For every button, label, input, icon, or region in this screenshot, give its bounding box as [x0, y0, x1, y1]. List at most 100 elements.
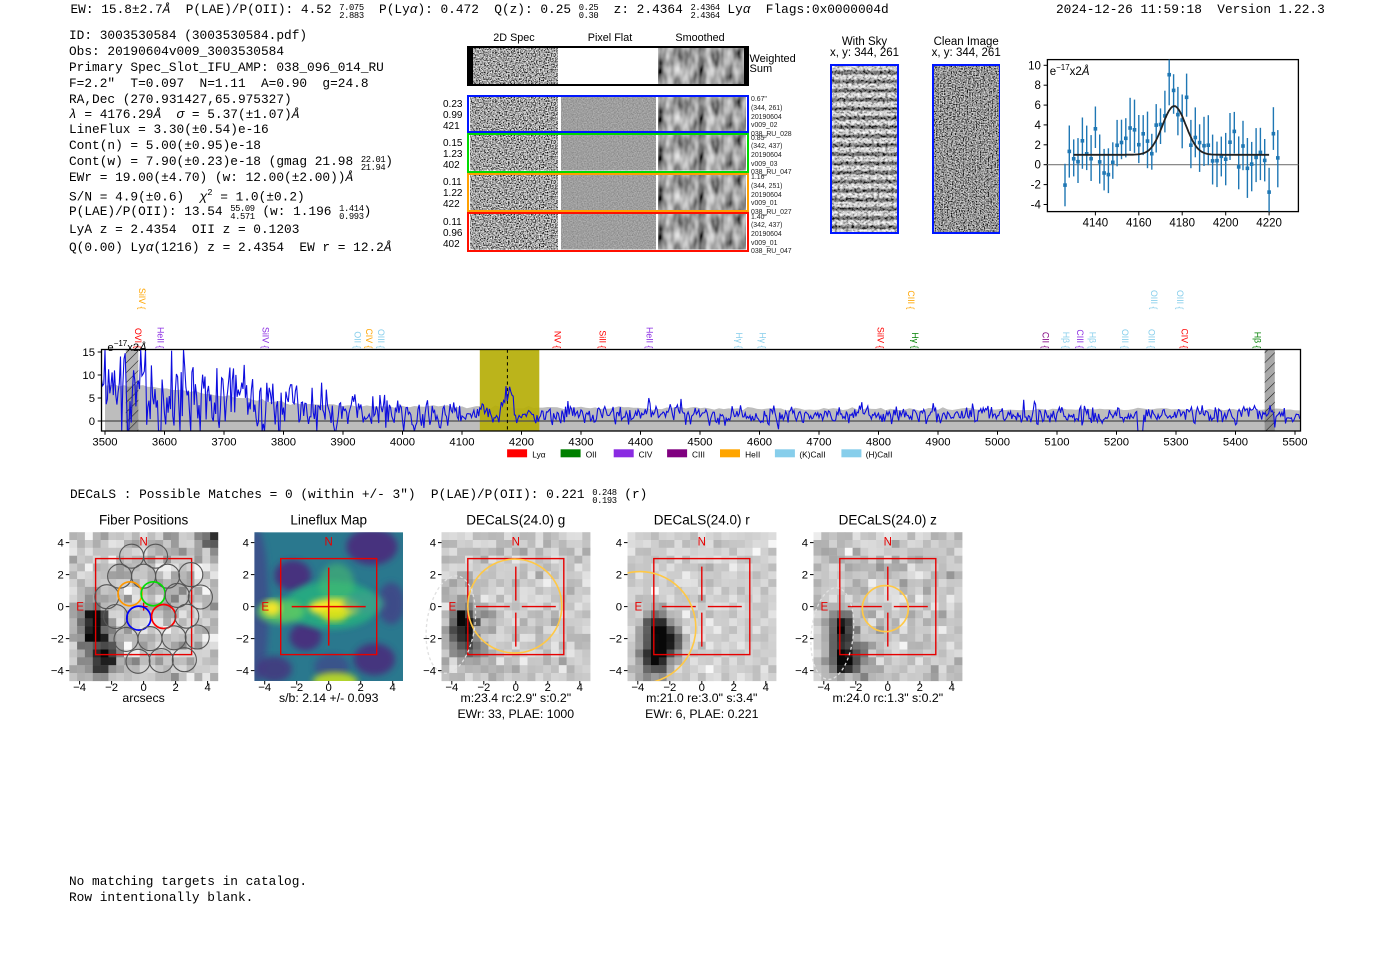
svg-text:−2: −2 — [236, 634, 249, 646]
svg-text:DECaLS(24.0) r: DECaLS(24.0) r — [654, 513, 751, 528]
svg-text:0: 0 — [430, 602, 436, 614]
svg-text:−4: −4 — [258, 682, 271, 694]
svg-text:4700: 4700 — [806, 437, 831, 449]
svg-text:OIII {: OIII { — [1120, 329, 1130, 349]
svg-text:5: 5 — [89, 393, 95, 405]
svg-text:E: E — [821, 602, 829, 614]
svg-text:arcsecs: arcsecs — [122, 691, 164, 705]
svg-text:−4: −4 — [445, 682, 458, 694]
svg-text:3500: 3500 — [92, 437, 117, 449]
svg-text:m:23.4 rc:2.9" s:0.2": m:23.4 rc:2.9" s:0.2" — [461, 691, 572, 705]
svg-text:4: 4 — [616, 538, 622, 550]
svg-text:CIV {: CIV { — [1180, 328, 1190, 348]
svg-text:4: 4 — [949, 682, 955, 694]
svg-text:−2: −2 — [663, 682, 676, 694]
svg-text:4160: 4160 — [1126, 218, 1152, 230]
svg-text:N: N — [139, 537, 147, 549]
svg-text:−2: −2 — [609, 634, 622, 646]
svg-text:OIII {: OIII { — [1147, 329, 1157, 349]
svg-text:−2: −2 — [51, 634, 64, 646]
svg-text:4220: 4220 — [1256, 218, 1282, 230]
svg-text:−2: −2 — [423, 634, 436, 646]
svg-text:−4: −4 — [73, 682, 86, 694]
svg-text:CIV {: CIV { — [364, 328, 374, 348]
svg-text:4: 4 — [430, 538, 436, 550]
svg-text:−2: −2 — [105, 682, 118, 694]
svg-text:4140: 4140 — [1083, 218, 1109, 230]
svg-text:3600: 3600 — [152, 437, 177, 449]
svg-text:Lyα: Lyα — [532, 449, 545, 459]
svg-text:4: 4 — [802, 538, 808, 550]
svg-text:SiIV {: SiIV { — [260, 327, 270, 349]
svg-text:N: N — [698, 537, 706, 549]
svg-text:6: 6 — [1034, 100, 1040, 112]
svg-text:5200: 5200 — [1104, 437, 1129, 449]
svg-text:N: N — [325, 537, 333, 549]
svg-text:Hβ {: Hβ { — [1088, 332, 1098, 349]
svg-text:-4: -4 — [1031, 200, 1042, 212]
svg-text:2: 2 — [545, 682, 551, 694]
svg-text:10: 10 — [82, 370, 95, 382]
svg-text:m:24.0 rc:1.3" s:0.2": m:24.0 rc:1.3" s:0.2" — [833, 691, 944, 705]
svg-text:Hγ {: Hγ { — [734, 332, 744, 348]
svg-text:0: 0 — [1034, 160, 1040, 172]
svg-text:0: 0 — [89, 416, 95, 428]
svg-text:4: 4 — [577, 682, 583, 694]
svg-text:N: N — [512, 537, 520, 549]
svg-text:2: 2 — [430, 570, 436, 582]
svg-text:3800: 3800 — [271, 437, 296, 449]
svg-text:5000: 5000 — [985, 437, 1010, 449]
svg-text:2: 2 — [243, 570, 249, 582]
svg-text:OIII {: OIII { — [376, 329, 386, 349]
svg-text:OVI {: OVI { — [133, 328, 143, 349]
svg-text:0: 0 — [58, 602, 64, 614]
svg-text:m:21.0 re:3.0" s:3.4": m:21.0 re:3.0" s:3.4" — [646, 691, 757, 705]
svg-text:E: E — [449, 602, 457, 614]
svg-text:NV {: NV { — [553, 331, 563, 349]
svg-text:OIII {: OIII { — [1175, 290, 1185, 310]
svg-text:4180: 4180 — [1169, 218, 1195, 230]
svg-text:5500: 5500 — [1282, 437, 1307, 449]
svg-text:−2: −2 — [477, 682, 490, 694]
svg-text:0: 0 — [326, 682, 332, 694]
svg-text:−4: −4 — [631, 682, 644, 694]
svg-text:5300: 5300 — [1163, 437, 1188, 449]
svg-text:4: 4 — [763, 682, 769, 694]
svg-text:3700: 3700 — [211, 437, 236, 449]
svg-text:5100: 5100 — [1044, 437, 1069, 449]
svg-text:4100: 4100 — [449, 437, 474, 449]
svg-text:4200: 4200 — [509, 437, 534, 449]
svg-text:4600: 4600 — [747, 437, 772, 449]
svg-text:CIV: CIV — [639, 449, 653, 459]
svg-text:OII {: OII { — [352, 331, 362, 348]
svg-text:−4: −4 — [817, 682, 830, 694]
svg-text:0: 0 — [802, 602, 808, 614]
svg-text:HeII: HeII — [745, 449, 760, 459]
svg-text:−2: −2 — [795, 634, 808, 646]
svg-text:Hγ {: Hγ { — [910, 332, 920, 348]
svg-text:4000: 4000 — [390, 437, 415, 449]
svg-text:2: 2 — [616, 570, 622, 582]
svg-text:CIII {: CIII { — [906, 290, 916, 309]
svg-text:4400: 4400 — [628, 437, 653, 449]
svg-text:HeII {: HeII { — [156, 327, 166, 349]
svg-text:(H)CaII: (H)CaII — [866, 449, 893, 459]
svg-text:8: 8 — [1034, 80, 1040, 92]
svg-text:2: 2 — [1034, 140, 1040, 152]
svg-text:Hβ {: Hβ { — [1061, 332, 1071, 349]
svg-text:15: 15 — [82, 347, 95, 359]
svg-text:Hγ {: Hγ { — [758, 332, 768, 348]
svg-text:2: 2 — [802, 570, 808, 582]
svg-text:−4: −4 — [51, 666, 64, 678]
svg-text:DECaLS(24.0) g: DECaLS(24.0) g — [466, 513, 565, 528]
svg-text:(K)CaII: (K)CaII — [799, 449, 825, 459]
svg-text:Lineflux Map: Lineflux Map — [290, 513, 367, 528]
svg-text:4500: 4500 — [687, 437, 712, 449]
svg-text:0: 0 — [699, 682, 705, 694]
svg-text:0: 0 — [616, 602, 622, 614]
svg-text:EWr: 6, PLAE: 0.221: EWr: 6, PLAE: 0.221 — [645, 707, 758, 721]
svg-text:2: 2 — [58, 570, 64, 582]
svg-text:−2: −2 — [849, 682, 862, 694]
svg-text:E: E — [76, 602, 84, 614]
svg-text:4: 4 — [243, 538, 249, 550]
